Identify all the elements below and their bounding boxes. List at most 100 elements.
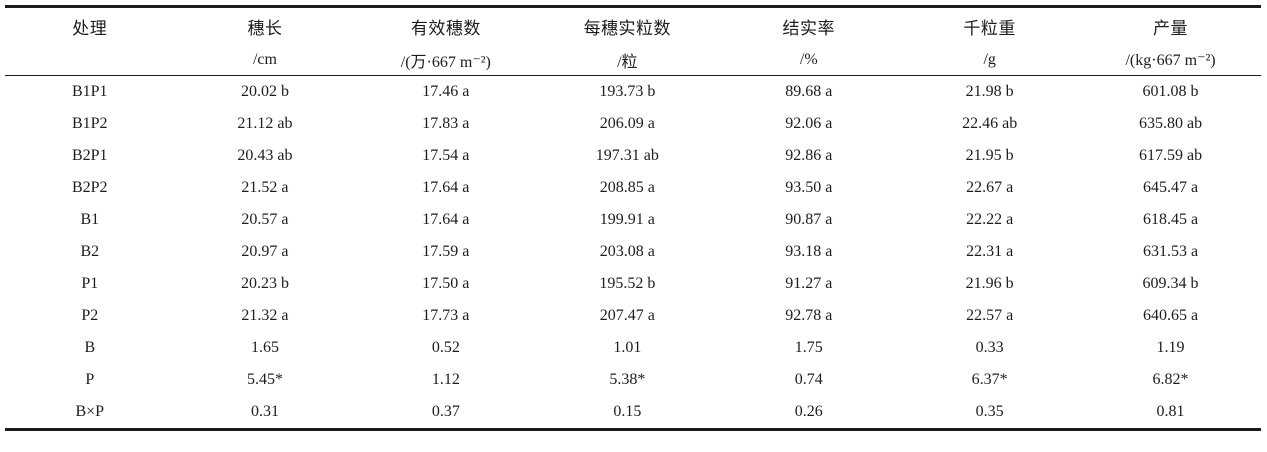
value-cell: 22.46 ab <box>962 115 1018 132</box>
value-cell: 17.54 a <box>422 147 470 164</box>
value-cell: 20.02 b <box>240 83 289 100</box>
value-cell: 17.46 a <box>422 83 470 100</box>
value-cell: 617.59 ab <box>1138 147 1203 164</box>
treatment-cell: B2 <box>80 243 100 260</box>
value-cell: 1.75 <box>794 339 823 356</box>
header-cell-yield: 产量 <box>1153 18 1189 38</box>
treatment-cell: B1P2 <box>71 115 108 132</box>
results-table: 处理 穗长 有效穗数 每穗实粒数 结实率 千粒重 产量 /cm /(万·667 … <box>5 5 1261 431</box>
value-cell: 5.38* <box>609 371 646 388</box>
value-cell: 1.12 <box>431 371 460 388</box>
table-row: P 5.45* 1.12 5.38* 0.74 6.37* 6.82* <box>5 364 1261 396</box>
value-cell: 6.37* <box>971 371 1008 388</box>
header-name-row: 处理 穗长 有效穗数 每穗实粒数 结实率 千粒重 产量 <box>5 7 1261 45</box>
header-cell-seed-setting-rate: 结实率 <box>782 18 836 38</box>
value-cell: 0.52 <box>431 339 460 356</box>
value-cell: 93.18 a <box>785 243 833 260</box>
value-cell: 21.95 b <box>965 147 1014 164</box>
table-row: B2 20.97 a 17.59 a 203.08 a 93.18 a 22.31 a 63… <box>5 236 1261 268</box>
value-cell: 20.23 b <box>240 275 289 292</box>
treatment-cell: P1 <box>81 275 99 292</box>
value-cell: 20.97 a <box>241 243 289 260</box>
value-cell: 22.67 a <box>966 179 1014 196</box>
value-cell: 91.27 a <box>785 275 833 292</box>
unit-cell-effective-panicles: /(万·667 m⁻²) <box>355 44 537 76</box>
value-cell: 1.01 <box>613 339 642 356</box>
value-cell: 17.50 a <box>422 275 470 292</box>
table-container: 处理 穗长 有效穗数 每穗实粒数 结实率 千粒重 产量 /cm /(万·667 … <box>5 5 1261 431</box>
unit-cell-yield: /(kg·667 m⁻²) <box>1080 44 1261 76</box>
table-row: B2P1 20.43 ab 17.54 a 197.31 ab 92.86 a 21.95… <box>5 140 1261 172</box>
value-cell: 21.96 b <box>965 275 1014 292</box>
value-cell: 6.82* <box>1152 371 1189 388</box>
value-cell: 93.50 a <box>785 179 833 196</box>
value-cell: 17.73 a <box>422 307 470 324</box>
value-cell: 5.45* <box>246 371 283 388</box>
header-unit-row: /cm /(万·667 m⁻²) /粒 /% /g /(kg·667 m⁻²) <box>5 44 1261 76</box>
value-cell: 92.78 a <box>785 307 833 324</box>
value-cell: 631.53 a <box>1142 243 1199 260</box>
table-row: B×P 0.31 0.37 0.15 0.26 0.35 0.81 <box>5 396 1261 430</box>
value-cell: 17.64 a <box>422 211 470 228</box>
value-cell: 618.45 a <box>1142 211 1199 228</box>
treatment-cell: P <box>85 371 95 388</box>
unit-cell-grains-per-panicle: /粒 <box>536 44 719 76</box>
table-row: B1P2 21.12 ab 17.83 a 206.09 a 92.06 a 22.46 … <box>5 108 1261 140</box>
value-cell: 0.35 <box>975 403 1004 420</box>
treatment-cell: B×P <box>75 403 105 420</box>
value-cell: 0.15 <box>613 403 642 420</box>
value-cell: 17.83 a <box>422 115 470 132</box>
value-cell: 0.31 <box>250 403 279 420</box>
header-cell-treatment: 处理 <box>72 18 108 38</box>
value-cell: 21.52 a <box>241 179 289 196</box>
value-cell: 197.31 ab <box>595 147 659 164</box>
value-cell: 193.73 b <box>599 83 656 100</box>
value-cell: 20.57 a <box>241 211 289 228</box>
table-row: B1 20.57 a 17.64 a 199.91 a 90.87 a 22.22 a 61… <box>5 204 1261 236</box>
value-cell: 21.32 a <box>241 307 289 324</box>
treatment-cell: B2P2 <box>71 179 108 196</box>
value-cell: 645.47 a <box>1142 179 1199 196</box>
table-row: B2P2 21.52 a 17.64 a 208.85 a 93.50 a 22.67 a… <box>5 172 1261 204</box>
value-cell: 207.47 a <box>599 307 655 324</box>
header-cell-panicle-length: 穗长 <box>247 18 283 38</box>
header-cell-grains-per-panicle: 每穗实粒数 <box>583 18 672 38</box>
unit-cell-thousand-grain-weight: /g <box>899 44 1081 76</box>
unit-cell-treatment <box>5 44 175 76</box>
value-cell: 635.80 ab <box>1138 115 1203 132</box>
value-cell: 0.26 <box>794 403 823 420</box>
value-cell: 20.43 ab <box>237 147 293 164</box>
value-cell: 208.85 a <box>599 179 655 196</box>
table-row: B1P1 20.02 b 17.46 a 193.73 b 89.68 a 21.98 b… <box>5 76 1261 109</box>
value-cell: 609.34 b <box>1142 275 1199 292</box>
value-cell: 195.52 b <box>599 275 656 292</box>
value-cell: 206.09 a <box>599 115 655 132</box>
unit-cell-panicle-length: /cm <box>174 44 356 76</box>
value-cell: 22.31 a <box>966 243 1014 260</box>
value-cell: 92.06 a <box>785 115 833 132</box>
header-cell-thousand-grain-weight: 千粒重 <box>963 18 1016 38</box>
value-cell: 92.86 a <box>785 147 833 164</box>
value-cell: 199.91 a <box>599 211 655 228</box>
value-cell: 203.08 a <box>599 243 655 260</box>
table-body: B1P1 20.02 b 17.46 a 193.73 b 89.68 a 21.98 b… <box>5 76 1261 430</box>
treatment-cell: B1P1 <box>71 83 108 100</box>
table-header: 处理 穗长 有效穗数 每穗实粒数 结实率 千粒重 产量 /cm /(万·667 … <box>5 7 1261 76</box>
treatment-cell: B2P1 <box>71 147 108 164</box>
value-cell: 17.59 a <box>422 243 470 260</box>
value-cell: 21.98 b <box>965 83 1014 100</box>
treatment-cell: B1 <box>80 211 100 228</box>
treatment-cell: B <box>84 339 96 356</box>
value-cell: 640.65 a <box>1142 307 1199 324</box>
value-cell: 21.12 ab <box>237 115 293 132</box>
value-cell: 0.33 <box>975 339 1004 356</box>
table-row: P2 21.32 a 17.73 a 207.47 a 92.78 a 22.57 a 64… <box>5 300 1261 332</box>
value-cell: 1.19 <box>1156 339 1185 356</box>
header-cell-effective-panicles: 有效穗数 <box>410 18 481 38</box>
value-cell: 601.08 b <box>1142 83 1199 100</box>
value-cell: 90.87 a <box>785 211 833 228</box>
unit-cell-seed-setting-rate: /% <box>718 44 900 76</box>
value-cell: 89.68 a <box>785 83 833 100</box>
value-cell: 17.64 a <box>422 179 470 196</box>
value-cell: 22.22 a <box>966 211 1014 228</box>
